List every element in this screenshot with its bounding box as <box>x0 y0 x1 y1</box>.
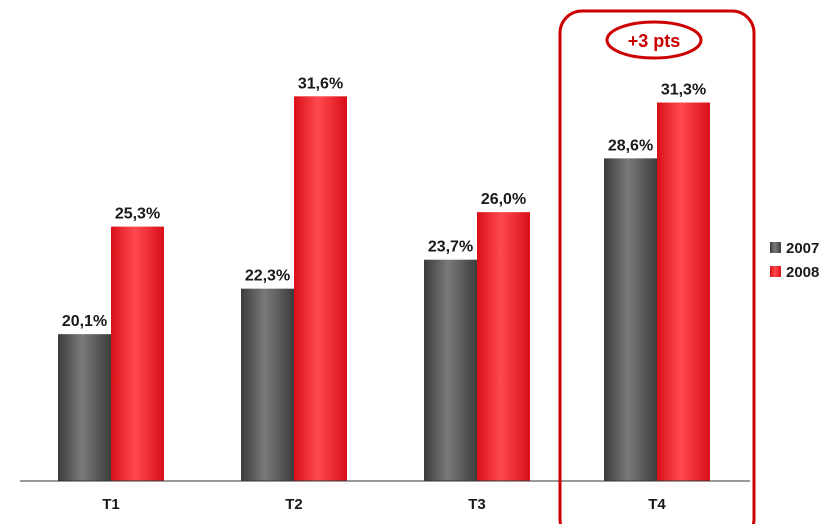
value-label-2008-T3: 26,0% <box>481 191 526 208</box>
legend-swatch-2007 <box>770 242 781 253</box>
bar-2008-T2 <box>294 96 347 482</box>
value-label-2007-T4: 28,6% <box>608 137 653 154</box>
legend-label-2007: 2007 <box>786 240 819 257</box>
value-label-2008-T4: 31,3% <box>661 82 706 99</box>
annotation-group: +3 pts <box>558 9 756 524</box>
bar-2007-T2 <box>241 288 294 481</box>
legend-swatch-2008 <box>770 266 781 277</box>
bar-2008-T1 <box>111 226 164 481</box>
value-label-2008-T1: 25,3% <box>115 206 160 223</box>
highlight-box <box>558 9 756 524</box>
bar-2008-T3 <box>477 212 530 482</box>
value-labels-group: 20,1% 25,3% 22,3% 31,6% 23,7% 26,0% 28,6% 31,3% <box>62 75 706 330</box>
bar-2008-T4 <box>657 102 710 481</box>
value-label-2007-T2: 22,3% <box>245 268 290 285</box>
value-label-2008-T2: 31,6% <box>298 75 343 92</box>
category-labels-group: T1 T2 T3 T4 <box>102 496 666 513</box>
value-label-2007-T1: 20,1% <box>62 313 107 330</box>
value-label-2007-T3: 23,7% <box>428 239 473 256</box>
category-label-T2: T2 <box>285 496 303 513</box>
category-label-T3: T3 <box>468 496 486 513</box>
bar-2007-T3 <box>424 259 477 481</box>
bar-2007-T1 <box>58 334 111 481</box>
legend-label-2008: 2008 <box>786 264 819 281</box>
category-label-T4: T4 <box>648 496 666 513</box>
bars-group <box>58 96 710 482</box>
annotation-ellipse <box>605 20 703 60</box>
bar-2007-T4 <box>604 158 657 481</box>
annotation-text: +3 pts <box>628 31 681 51</box>
legend: 2007 2008 <box>770 240 819 281</box>
category-label-T1: T1 <box>102 496 120 513</box>
